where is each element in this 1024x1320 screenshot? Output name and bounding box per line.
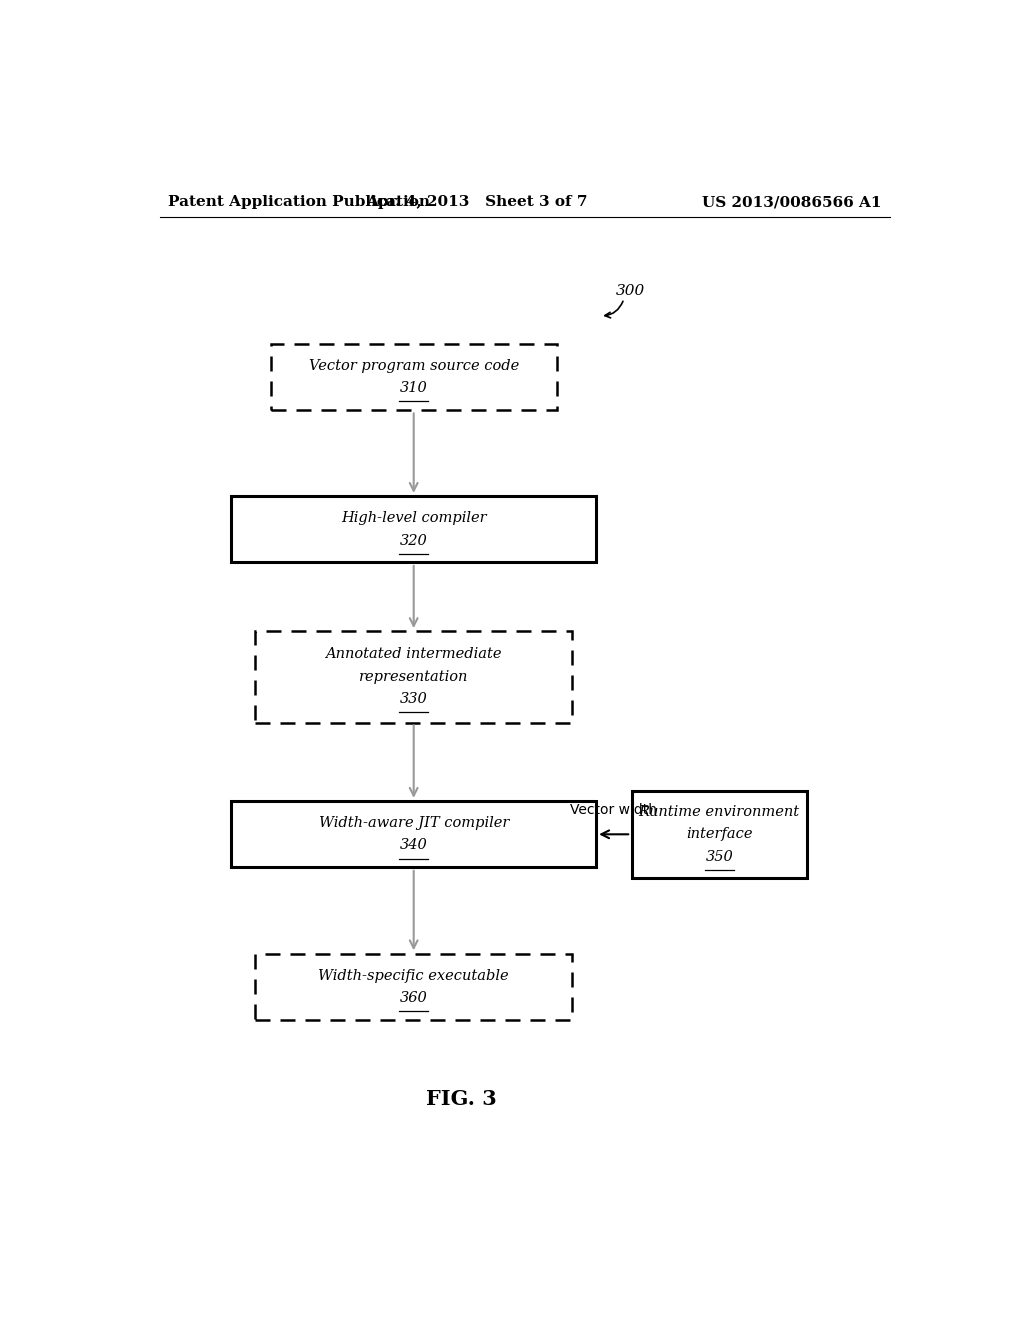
Text: 350: 350 bbox=[706, 850, 733, 863]
Bar bbox=[255, 631, 572, 722]
Text: US 2013/0086566 A1: US 2013/0086566 A1 bbox=[702, 195, 882, 209]
Text: Width-aware JIT compiler: Width-aware JIT compiler bbox=[318, 816, 509, 830]
Text: High-level compiler: High-level compiler bbox=[341, 511, 486, 525]
Bar bbox=[231, 801, 596, 867]
Bar bbox=[231, 496, 596, 562]
Text: Annotated intermediate: Annotated intermediate bbox=[326, 647, 502, 661]
Text: 330: 330 bbox=[399, 692, 428, 706]
Text: representation: representation bbox=[359, 669, 468, 684]
Text: Width-specific executable: Width-specific executable bbox=[318, 969, 509, 982]
Bar bbox=[255, 954, 572, 1020]
Text: Apr. 4, 2013   Sheet 3 of 7: Apr. 4, 2013 Sheet 3 of 7 bbox=[367, 195, 588, 209]
Text: 320: 320 bbox=[399, 533, 428, 548]
Text: 310: 310 bbox=[399, 381, 428, 395]
Text: Vector width: Vector width bbox=[570, 803, 657, 817]
Text: Vector program source code: Vector program source code bbox=[308, 359, 519, 372]
Bar bbox=[632, 791, 807, 878]
Text: 360: 360 bbox=[399, 991, 428, 1005]
Text: Runtime environment: Runtime environment bbox=[639, 805, 800, 818]
Text: 300: 300 bbox=[616, 284, 645, 297]
Text: 340: 340 bbox=[399, 838, 428, 853]
Bar bbox=[270, 345, 557, 411]
Text: FIG. 3: FIG. 3 bbox=[426, 1089, 497, 1109]
Text: interface: interface bbox=[686, 828, 753, 841]
Text: Patent Application Publication: Patent Application Publication bbox=[168, 195, 430, 209]
